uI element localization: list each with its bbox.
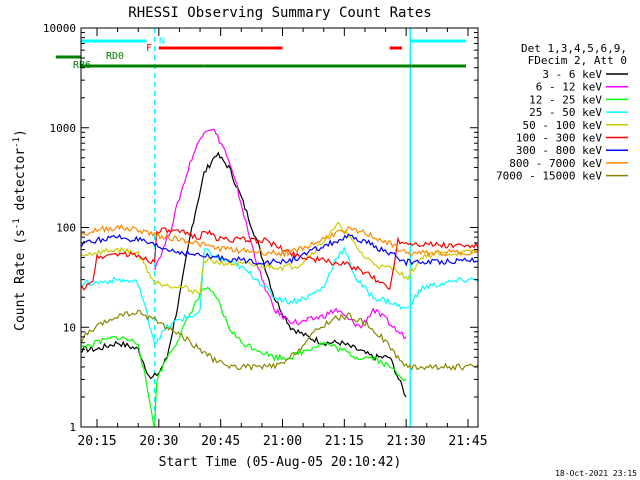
legend-entry-label: 50 - 100 keV bbox=[523, 119, 603, 132]
legend-entry-label: 3 - 6 keV bbox=[542, 68, 602, 81]
series-line-0 bbox=[81, 151, 407, 398]
legend-header-2: FDecim 2, Att 0 bbox=[528, 54, 627, 67]
series-line-1 bbox=[154, 128, 407, 340]
legend-header-1: Det 1,3,4,5,6,9, bbox=[521, 42, 627, 55]
series-line-6 bbox=[81, 233, 478, 267]
flag-label-rb6: RB6 bbox=[73, 60, 91, 71]
x-tick-label: 21:45 bbox=[448, 434, 487, 449]
y-axis: 1 10 100 1000 10000 bbox=[43, 22, 478, 434]
flag-label-n: N bbox=[159, 36, 165, 47]
x-tick-label: 21:00 bbox=[263, 434, 302, 449]
series-line-3 bbox=[81, 245, 478, 345]
series-line-5 bbox=[81, 227, 478, 291]
series-lines bbox=[81, 128, 478, 427]
y-tick-label: 1000 bbox=[50, 122, 77, 135]
legend: Det 1,3,4,5,6,9, FDecim 2, Att 0 3 - 6 k… bbox=[496, 42, 628, 183]
x-axis-label: Start Time (05-Aug-05 20:10:42) bbox=[159, 455, 402, 470]
x-tick-label: 21:15 bbox=[325, 434, 364, 449]
vertical-markers bbox=[153, 28, 412, 427]
x-tick-label: 21:30 bbox=[387, 434, 426, 449]
legend-entry-label: 100 - 300 keV bbox=[516, 132, 602, 145]
legend-entry-label: 7000 - 15000 keV bbox=[496, 170, 602, 183]
series-line-2 bbox=[81, 286, 407, 427]
flag-label-rd0: RD0 bbox=[106, 51, 124, 62]
y-tick-label: 10000 bbox=[43, 22, 76, 35]
legend-entry-label: 25 - 50 keV bbox=[529, 106, 602, 119]
y-tick-label: 1 bbox=[69, 421, 76, 434]
series-line-7 bbox=[81, 223, 478, 258]
x-tick-label: 20:15 bbox=[77, 434, 116, 449]
legend-entry-label: 300 - 800 keV bbox=[516, 144, 602, 157]
flag-bars: NF RD0 RB6 bbox=[55, 36, 466, 71]
x-tick-label: 20:45 bbox=[201, 434, 240, 449]
chart-title: RHESSI Observing Summary Count Rates bbox=[128, 5, 431, 21]
x-tick-label: 20:30 bbox=[139, 434, 178, 449]
footer-timestamp: 18-Oct-2021 23:15 bbox=[555, 469, 637, 478]
flag-label-f: F bbox=[146, 43, 152, 54]
y-tick-label: 10 bbox=[63, 321, 76, 334]
y-tick-label: 100 bbox=[56, 222, 76, 235]
series-line-8 bbox=[81, 309, 478, 372]
legend-entry-label: 6 - 12 keV bbox=[536, 81, 603, 94]
legend-entry-label: 800 - 7000 keV bbox=[509, 157, 602, 170]
y-axis-label: Count Rate (s-1 detector-1) bbox=[12, 129, 28, 331]
x-axis: 20:15 20:30 20:45 21:00 21:15 21:30 21:45 bbox=[77, 28, 488, 449]
legend-entry-label: 12 - 25 keV bbox=[529, 93, 602, 106]
